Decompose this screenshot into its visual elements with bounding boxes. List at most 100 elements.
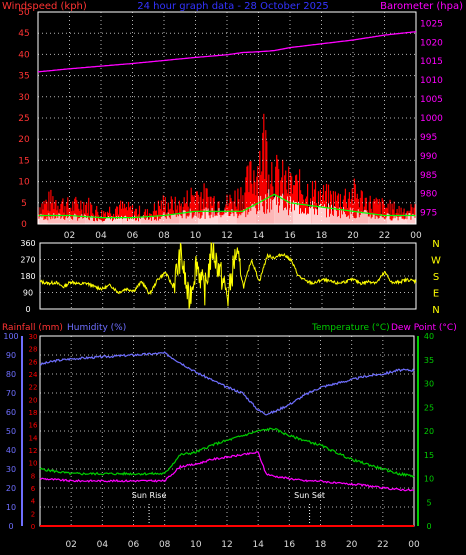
barometer-tick-label: 985 [420, 171, 437, 181]
humidity-tick-label: 60 [6, 408, 16, 417]
direction-tick-label: 270 [20, 256, 35, 265]
wind-tick-label: 5 [21, 199, 27, 209]
sun-marker-label: Sun Set [294, 491, 325, 500]
temp-time-tick: 18 [315, 540, 327, 550]
humidity-tick-label: 40 [6, 446, 16, 455]
temp-time-tick: 22 [377, 540, 388, 550]
wind-tick-label: 10 [18, 178, 30, 188]
temp-time-tick: 04 [97, 540, 109, 550]
wind-time-tick: 16 [284, 231, 296, 241]
wind-barometer-panel: 0510152025303540455097598098599099510001… [18, 8, 443, 241]
rain-tick-label: 26 [29, 358, 38, 366]
temp-time-tick: 02 [65, 540, 76, 550]
wind-average-line [38, 193, 416, 219]
humidity-tick-label: 10 [6, 503, 16, 512]
temperature-tick-label: 0 [426, 522, 431, 531]
wind-time-tick: 02 [64, 231, 75, 241]
humidity-tick-label: 100 [3, 332, 18, 341]
temperature-tick-label: 15 [424, 451, 434, 460]
rain-tick-label: 8 [31, 472, 35, 480]
wind-time-tick: 20 [347, 231, 359, 241]
temp-time-tick: 12 [221, 540, 232, 550]
barometer-tick-label: 1025 [420, 19, 443, 29]
dewpoint-axis-title: Dew Point (°C) [391, 323, 457, 333]
temp-time-tick: 16 [284, 540, 296, 550]
temp-time-tick: 08 [159, 540, 171, 550]
temperature-line [39, 427, 415, 478]
humidity-tick-label: 90 [6, 351, 16, 360]
compass-label: N [432, 305, 439, 316]
wind-time-tick: 04 [95, 231, 107, 241]
rain-tick-label: 12 [29, 447, 38, 455]
rain-tick-label: 14 [29, 434, 38, 442]
wind-time-tick: 14 [253, 231, 265, 241]
wind-time-tick: 10 [190, 231, 202, 241]
compass-label: W [431, 256, 441, 267]
rain-tick-label: 0 [31, 523, 35, 531]
wind-time-tick: 12 [221, 231, 232, 241]
wind-tick-label: 40 [18, 50, 30, 60]
temperature-tick-label: 30 [424, 380, 434, 389]
barometer-tick-label: 1020 [420, 38, 443, 48]
barometer-tick-label: 980 [420, 190, 437, 200]
wind-time-tick: 06 [127, 231, 139, 241]
rainfall-axis-title: Rainfall (mm) [2, 323, 63, 333]
rain-tick-label: 4 [31, 498, 36, 506]
compass-label: N [432, 239, 439, 250]
rain-tick-label: 6 [31, 485, 36, 493]
humidity-axis-title: Humidity (%) [67, 323, 126, 333]
wind-time-tick: 00 [410, 231, 422, 241]
barometer-tick-label: 1005 [420, 95, 443, 105]
compass-label: E [433, 289, 439, 300]
temperature-tick-label: 25 [424, 403, 434, 412]
barometer-tick-label: 1010 [420, 76, 443, 86]
temperature-tick-label: 40 [424, 332, 434, 341]
compass-label: S [433, 272, 439, 283]
temp-time-tick: 20 [346, 540, 358, 550]
humidity-line [40, 351, 415, 416]
temperature-tick-label: 10 [424, 475, 434, 484]
direction-tick-label: 180 [20, 272, 35, 281]
wind-axis-title: Windspeed (kph) [2, 1, 87, 12]
temperature-tick-label: 35 [424, 356, 434, 365]
wind-tick-label: 30 [18, 93, 30, 103]
barometer-tick-label: 975 [420, 209, 437, 219]
wind-tick-label: 15 [18, 156, 29, 166]
barometer-tick-label: 990 [420, 152, 437, 162]
temperature-tick-label: 5 [426, 498, 431, 507]
dewpoint-line [39, 451, 415, 492]
temp-time-tick: 10 [190, 540, 202, 550]
humidity-tick-label: 80 [6, 370, 16, 379]
temperature-tick-label: 20 [424, 427, 434, 436]
rain-tick-label: 24 [29, 371, 38, 379]
temp-time-tick: 00 [408, 540, 420, 550]
wind-tick-label: 0 [21, 220, 27, 230]
direction-tick-label: 360 [20, 239, 35, 248]
humidity-tick-label: 20 [6, 484, 16, 493]
rain-tick-label: 16 [29, 422, 38, 430]
temperature-humidity-panel: 0102030405060708090100024681012141618202… [3, 332, 434, 550]
barometer-tick-label: 1000 [420, 114, 443, 124]
wind-time-tick: 08 [158, 231, 170, 241]
direction-tick-label: 0 [25, 305, 30, 314]
rain-tick-label: 18 [29, 409, 38, 417]
temperature-axis-title: Temperature (°C) [311, 323, 390, 333]
barometer-line [37, 31, 417, 73]
wind-tick-label: 50 [18, 8, 30, 18]
rain-tick-label: 2 [31, 510, 35, 518]
graph-title: 24 hour graph data - 28 October 2025 [137, 1, 328, 12]
wind-tick-label: 45 [18, 29, 29, 39]
wind-tick-label: 35 [18, 72, 29, 82]
direction-tick-label: 90 [23, 289, 33, 298]
humidity-tick-label: 70 [6, 389, 16, 398]
rain-tick-label: 10 [29, 460, 38, 468]
barometer-axis-title: Barometer (hpa) [380, 1, 463, 12]
temp-time-tick: 14 [252, 540, 264, 550]
barometer-tick-label: 1015 [420, 57, 443, 67]
humidity-tick-label: 50 [6, 427, 16, 436]
humidity-tick-label: 0 [8, 522, 13, 531]
humidity-tick-label: 30 [6, 465, 16, 474]
